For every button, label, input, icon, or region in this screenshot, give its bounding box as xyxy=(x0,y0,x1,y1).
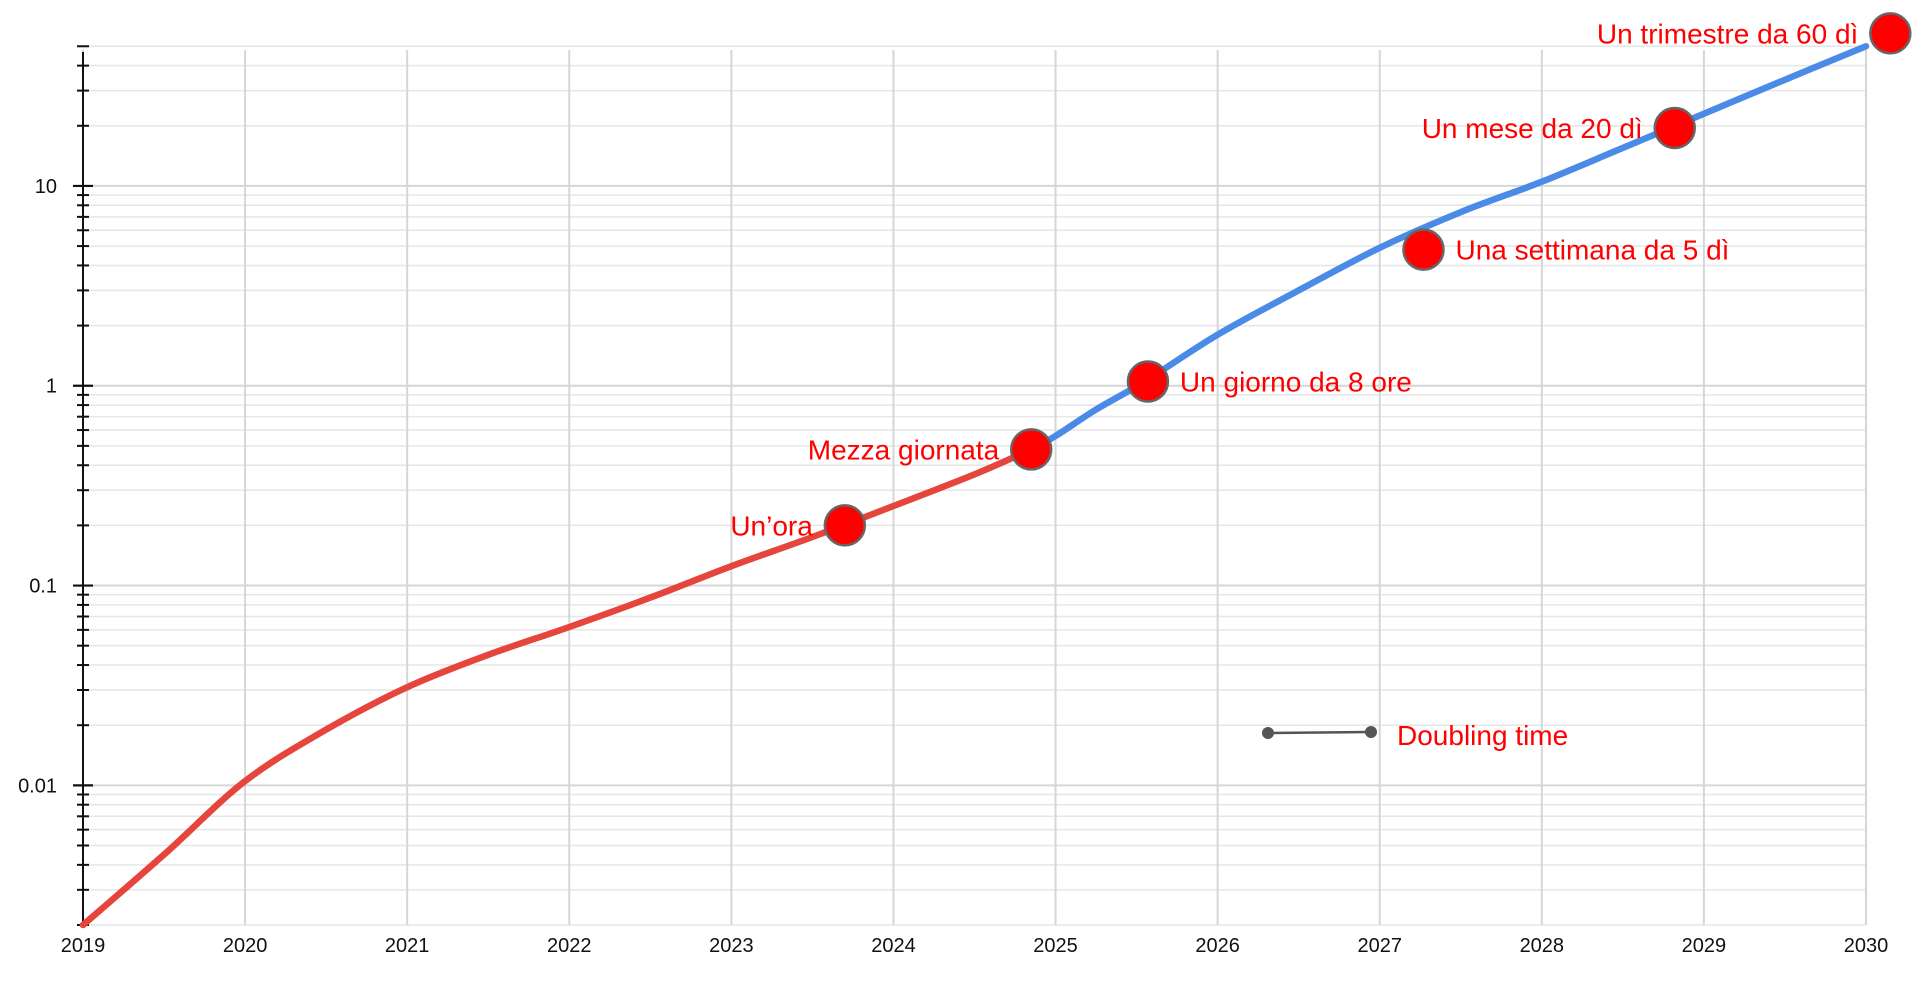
x-tick-label: 2026 xyxy=(1195,935,1240,957)
x-tick-label: 2019 xyxy=(61,935,106,957)
x-tick-label: 2029 xyxy=(1682,935,1727,957)
milestone-label: Una settimana da 5 dì xyxy=(1455,235,1729,266)
x-tick-label: 2023 xyxy=(709,935,754,957)
y-tick-label: 10 xyxy=(35,176,57,198)
y-tick-label: 0.1 xyxy=(29,576,57,598)
milestone-marker xyxy=(1869,12,1912,55)
legend-dot-end xyxy=(1365,726,1377,738)
y-tick-label: 1 xyxy=(46,376,57,398)
y-axis: 0.01 0.1 1 10 xyxy=(18,45,93,926)
milestone-label: Un’ora xyxy=(730,510,813,541)
legend-line xyxy=(1267,730,1372,735)
grid xyxy=(82,45,1867,926)
x-tick-label: 2030 xyxy=(1844,935,1889,957)
milestone-label: Un trimestre da 60 dì xyxy=(1597,18,1858,49)
series xyxy=(79,43,1870,929)
legend-dot-start xyxy=(1262,727,1274,739)
milestone-marker xyxy=(823,504,867,547)
legend: Doubling time xyxy=(1262,720,1568,751)
milestone-marker xyxy=(1126,360,1170,403)
x-tick-label: 2025 xyxy=(1033,935,1078,957)
x-tick-label: 2028 xyxy=(1520,935,1565,957)
x-tick-label: 2022 xyxy=(547,935,592,957)
annotations: Un’ora Mezza giornata Un giorno da 8 ore Un… xyxy=(730,12,1912,547)
x-axis-ticks: 2019 2020 2021 2022 2023 2024 2025 2026 2027 2028… xyxy=(61,935,1889,957)
x-tick-label: 2021 xyxy=(385,935,430,957)
milestone-marker xyxy=(1402,228,1445,271)
milestone-label: Mezza giornata xyxy=(808,434,1000,465)
x-tick-label: 2024 xyxy=(871,935,916,957)
series-line-2 xyxy=(1027,43,1870,453)
series-line-1 xyxy=(79,446,1035,929)
legend-label: Doubling time xyxy=(1397,720,1568,751)
milestone-label: Un mese da 20 dì xyxy=(1422,113,1643,144)
x-tick-label: 2020 xyxy=(223,935,268,957)
milestone-marker xyxy=(1009,428,1053,471)
milestone-label: Un giorno da 8 ore xyxy=(1180,366,1412,397)
milestone-marker xyxy=(1653,106,1696,150)
y-tick-label: 0.01 xyxy=(18,775,57,797)
x-tick-label: 2027 xyxy=(1357,935,1402,957)
